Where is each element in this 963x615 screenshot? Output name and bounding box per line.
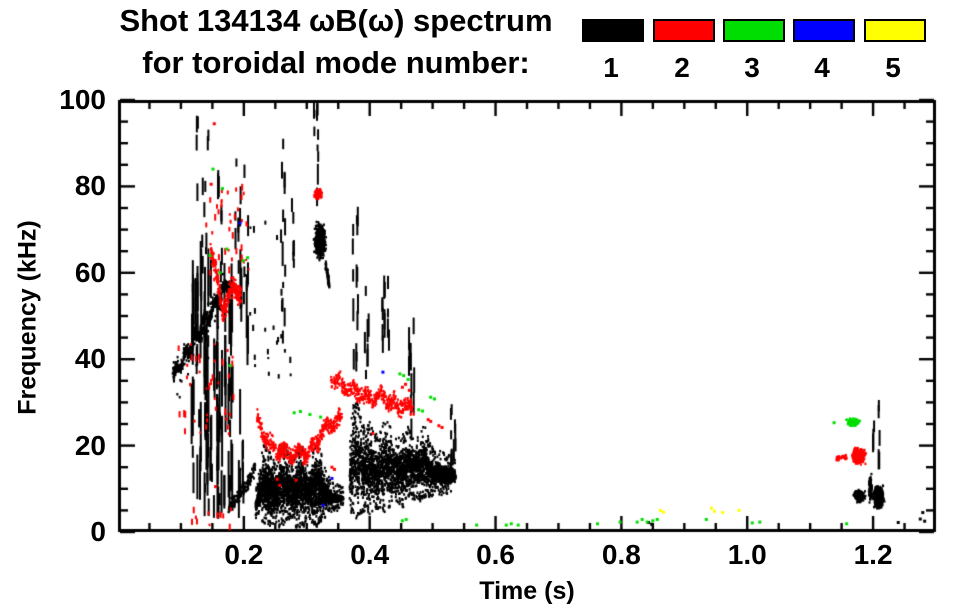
x-tick-label: 0.4 <box>350 539 390 570</box>
x-tick-label: 1.0 <box>727 539 767 570</box>
x-tick-label: 0.2 <box>224 539 264 570</box>
y-tick-label: 0 <box>90 516 106 547</box>
y-tick-label: 80 <box>74 170 106 202</box>
x-tick-label: 0.6 <box>476 539 515 570</box>
y-tick-label: 60 <box>74 256 106 288</box>
y-axis-label: Frequency (kHz) <box>13 220 42 415</box>
x-axis-label: Time (s) <box>479 577 575 605</box>
x-tick-label: 1.2 <box>853 539 893 570</box>
y-tick-label: 20 <box>74 429 106 461</box>
x-tick-label: 0.8 <box>601 539 641 570</box>
y-tick-label: 40 <box>74 343 106 375</box>
y-tick-label: 100 <box>59 84 106 115</box>
